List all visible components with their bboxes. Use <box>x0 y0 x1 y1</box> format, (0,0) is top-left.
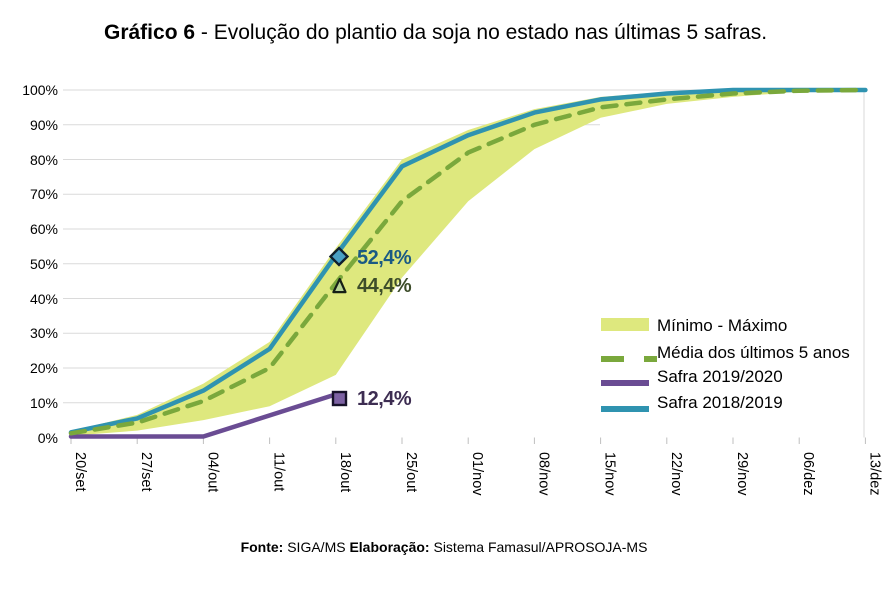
svg-text:22/nov: 22/nov <box>668 452 684 496</box>
svg-text:06/dez: 06/dez <box>800 452 816 496</box>
svg-text:13/dez: 13/dez <box>866 452 882 496</box>
svg-text:29/nov: 29/nov <box>734 452 750 496</box>
svg-text:11/out: 11/out <box>271 452 287 491</box>
svg-text:15/nov: 15/nov <box>602 452 618 496</box>
svg-text:25/out: 25/out <box>403 452 419 492</box>
svg-text:20/set: 20/set <box>72 452 88 492</box>
svg-text:18/out: 18/out <box>337 452 353 492</box>
svg-text:04/out: 04/out <box>204 452 220 492</box>
svg-text:27/set: 27/set <box>138 452 154 492</box>
svg-text:01/nov: 01/nov <box>469 452 485 496</box>
svg-text:08/nov: 08/nov <box>535 452 551 496</box>
